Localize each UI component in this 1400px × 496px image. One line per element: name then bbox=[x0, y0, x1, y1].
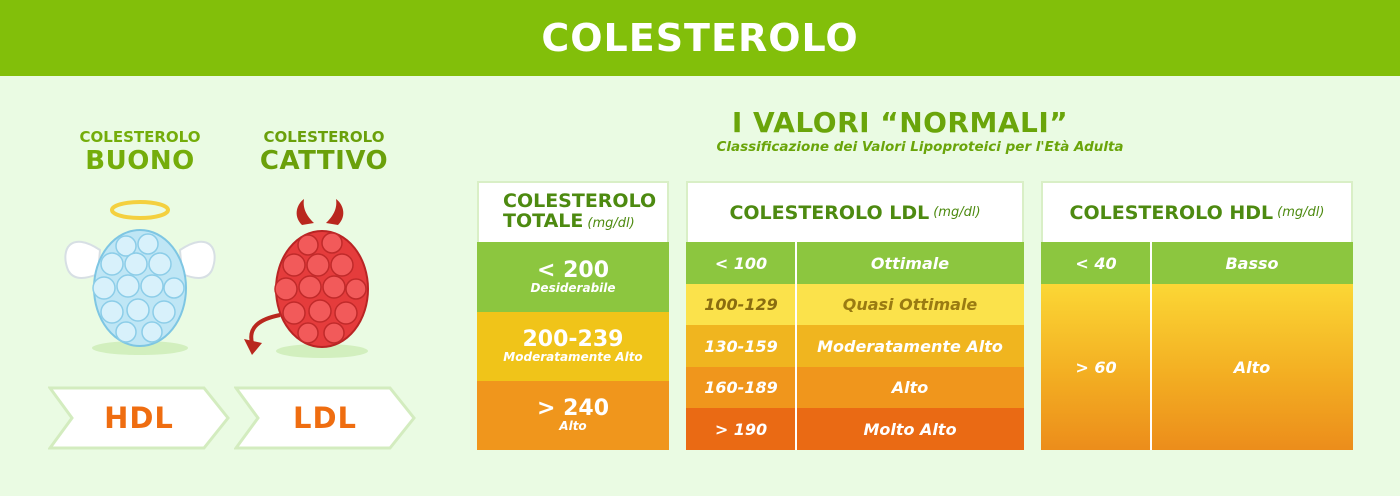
hdl-table-header: COLESTEROLO HDL (mg/dl) bbox=[1041, 181, 1353, 242]
ldl-head-label: COLESTEROLO LDL bbox=[729, 201, 930, 224]
ldl-range-cell: > 190 bbox=[686, 408, 796, 450]
ldl-head-unit: (mg/dl) bbox=[933, 205, 981, 220]
angel-hdl-icon bbox=[64, 200, 216, 355]
ldl-label-cell: Molto Alto bbox=[796, 408, 1024, 450]
total-cholesterol-table: COLESTEROLO TOTALE (mg/dl) < 200 Desidera… bbox=[477, 181, 669, 450]
tag-shape-ldl bbox=[234, 386, 416, 450]
ldl-range-cell: < 100 bbox=[686, 242, 796, 284]
ldl-table: COLESTEROLO LDL (mg/dl) < 100 Ottimale 10… bbox=[686, 181, 1024, 450]
hdl-tag: HDL bbox=[48, 385, 230, 451]
total-desc: Desiderabile bbox=[530, 280, 616, 295]
good-cholesterol-label: COLESTEROLO BUONO bbox=[70, 128, 210, 176]
ldl-label-cell: Ottimale bbox=[796, 242, 1024, 284]
tag-shape-hdl bbox=[48, 386, 230, 450]
normal-values-title: I VALORI “NORMALI” bbox=[731, 106, 1069, 139]
ldl-range-cell: 100-129 bbox=[686, 284, 796, 325]
total-value: > 240 bbox=[536, 396, 609, 421]
total-desc: Alto bbox=[559, 419, 587, 433]
total-head-line1: COLESTEROLO bbox=[503, 190, 657, 212]
ldl-range-cell: 160-189 bbox=[686, 367, 796, 408]
ldl-column-divider bbox=[795, 242, 797, 450]
hdl-label-cell: Alto bbox=[1151, 284, 1353, 450]
total-row-high: > 240 Alto bbox=[477, 381, 669, 450]
total-head-line2: TOTALE bbox=[503, 210, 584, 232]
total-desc: Moderatamente Alto bbox=[503, 350, 643, 364]
hdl-head-unit: (mg/dl) bbox=[1277, 205, 1325, 220]
total-head-unit: (mg/dl) bbox=[587, 216, 635, 231]
good-label-big: BUONO bbox=[85, 146, 195, 176]
hdl-head-label: COLESTEROLO HDL bbox=[1069, 201, 1274, 224]
total-row-desirable: < 200 Desiderabile bbox=[477, 242, 669, 312]
header-bar: COLESTEROLO bbox=[0, 0, 1400, 76]
hdl-range-cell: > 60 bbox=[1041, 284, 1151, 450]
ldl-label-cell: Moderatamente Alto bbox=[796, 325, 1024, 367]
hdl-tag-label: HDL bbox=[104, 401, 174, 435]
total-value: 200-239 bbox=[522, 327, 624, 352]
devil-ldl-icon bbox=[244, 199, 369, 358]
ldl-table-header: COLESTEROLO LDL (mg/dl) bbox=[686, 181, 1024, 242]
ldl-tag-label: LDL bbox=[292, 401, 358, 435]
hdl-column-divider bbox=[1150, 242, 1152, 450]
hdl-table: COLESTEROLO HDL (mg/dl) < 40 Basso > 60 A… bbox=[1041, 181, 1353, 450]
hdl-range-cell: < 40 bbox=[1041, 242, 1151, 284]
good-label-small: COLESTEROLO bbox=[79, 128, 201, 146]
page-title: COLESTEROLO bbox=[541, 16, 859, 60]
ldl-tag: LDL bbox=[234, 385, 416, 451]
ldl-range-cell: 130-159 bbox=[686, 325, 796, 367]
hdl-label-cell: Basso bbox=[1151, 242, 1353, 284]
bad-label-big: CATTIVO bbox=[259, 146, 389, 176]
bad-label-small: COLESTEROLO bbox=[263, 128, 385, 146]
normal-values-subtitle: Classificazione dei Valori Lipoproteici … bbox=[716, 139, 1124, 155]
total-value: < 200 bbox=[536, 257, 609, 283]
total-row-moderate: 200-239 Moderatamente Alto bbox=[477, 312, 669, 381]
total-table-header: COLESTEROLO TOTALE (mg/dl) bbox=[477, 181, 669, 242]
bad-cholesterol-label: COLESTEROLO CATTIVO bbox=[254, 128, 394, 176]
ldl-label-cell: Quasi Ottimale bbox=[796, 284, 1024, 325]
ldl-label-cell: Alto bbox=[796, 367, 1024, 408]
